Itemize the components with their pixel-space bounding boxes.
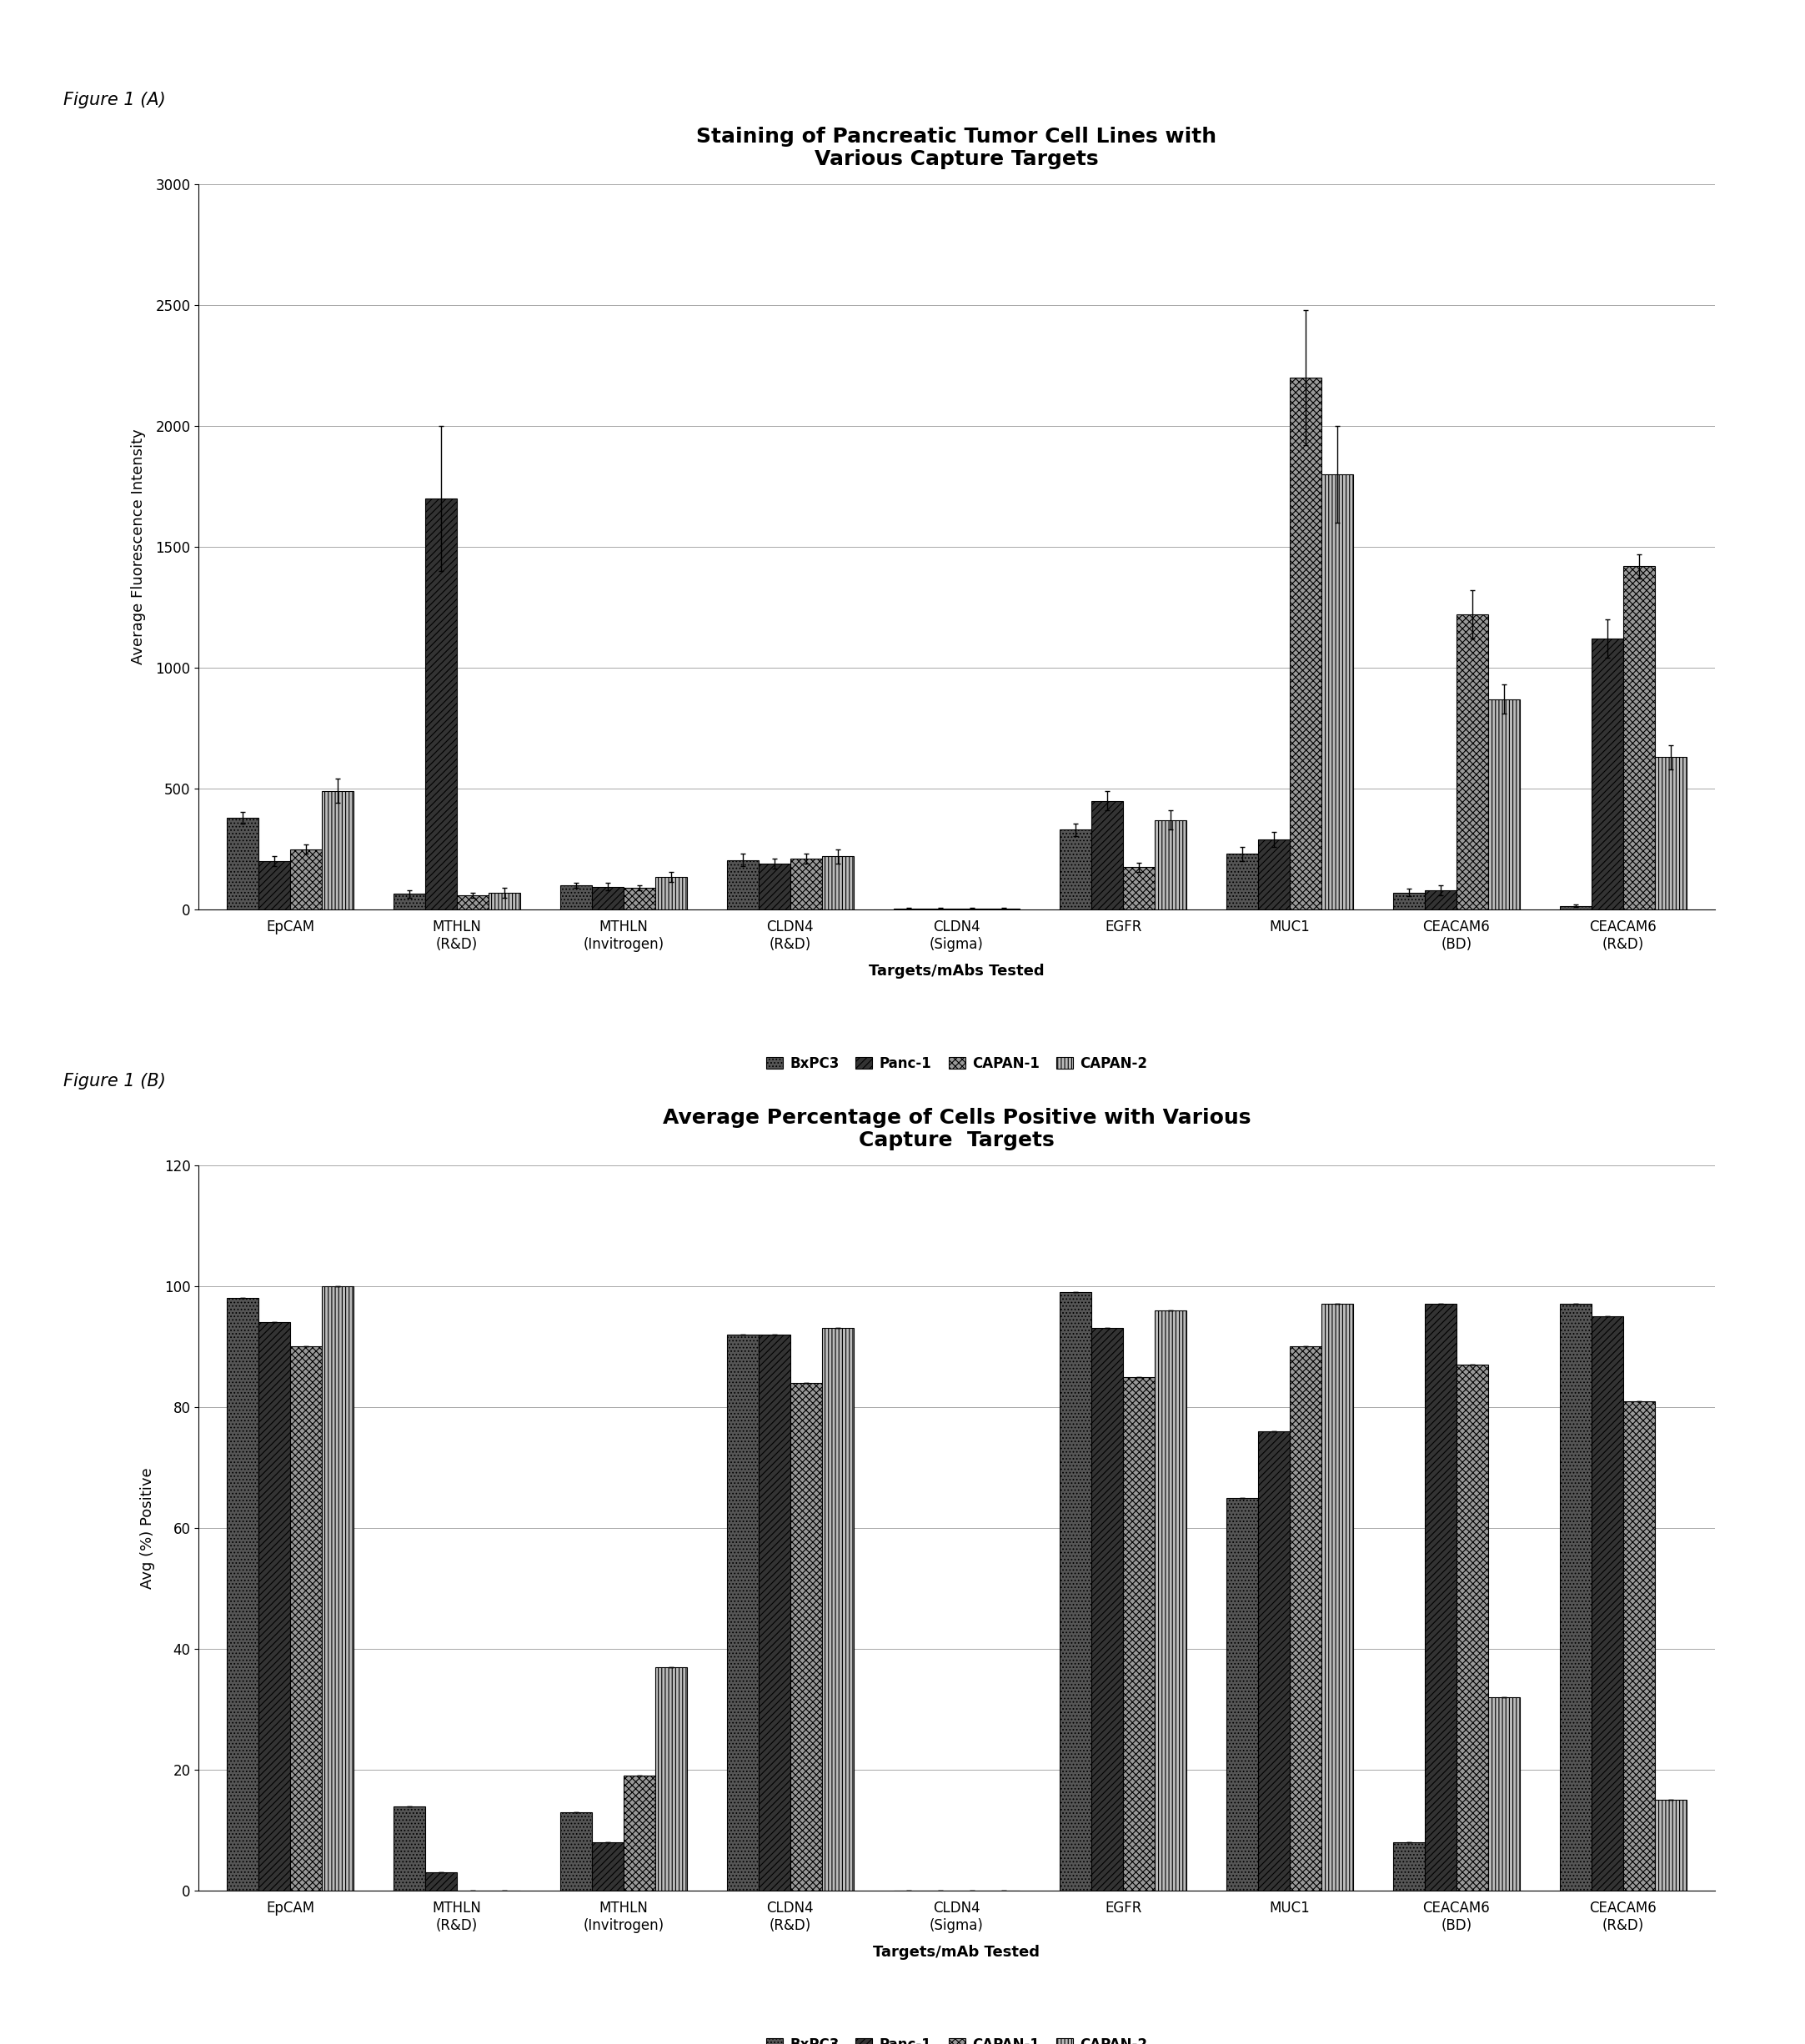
Bar bbox=[1258, 1431, 1291, 1891]
Bar bbox=[791, 858, 821, 910]
Title: Staining of Pancreatic Tumor Cell Lines with
Various Capture Targets: Staining of Pancreatic Tumor Cell Lines … bbox=[697, 127, 1217, 170]
Bar bbox=[1424, 1304, 1457, 1891]
Title: Average Percentage of Cells Positive with Various
Capture  Targets: Average Percentage of Cells Positive wit… bbox=[662, 1108, 1251, 1151]
Bar bbox=[758, 1335, 791, 1891]
Bar bbox=[457, 895, 489, 910]
Bar bbox=[592, 887, 623, 910]
Bar bbox=[321, 791, 354, 910]
Bar bbox=[655, 1668, 686, 1891]
Bar bbox=[1457, 615, 1487, 910]
Bar bbox=[393, 893, 426, 910]
Bar bbox=[821, 1329, 854, 1891]
Bar bbox=[758, 865, 791, 910]
Bar bbox=[258, 861, 291, 910]
Bar bbox=[426, 499, 457, 910]
Bar bbox=[393, 1807, 426, 1891]
Bar bbox=[560, 1813, 592, 1891]
Bar bbox=[655, 877, 686, 910]
Bar bbox=[1123, 1378, 1155, 1891]
Bar bbox=[1155, 1310, 1186, 1891]
Bar bbox=[1321, 474, 1354, 910]
Bar bbox=[1393, 893, 1424, 910]
Bar bbox=[727, 1335, 758, 1891]
Bar bbox=[623, 1776, 655, 1891]
Y-axis label: Avg (%) Positive: Avg (%) Positive bbox=[139, 1468, 155, 1588]
Bar bbox=[227, 818, 258, 910]
Bar bbox=[1227, 854, 1258, 910]
Bar bbox=[1060, 830, 1092, 910]
Text: Figure 1 (B): Figure 1 (B) bbox=[63, 1073, 166, 1089]
Bar bbox=[1092, 801, 1123, 910]
Bar bbox=[291, 848, 321, 910]
Bar bbox=[1291, 378, 1321, 910]
Bar bbox=[1487, 699, 1520, 910]
Text: Figure 1 (A): Figure 1 (A) bbox=[63, 92, 166, 108]
Bar bbox=[1321, 1304, 1354, 1891]
Bar bbox=[1487, 1697, 1520, 1891]
X-axis label: Targets/mAbs Tested: Targets/mAbs Tested bbox=[868, 963, 1045, 979]
Bar bbox=[1655, 1801, 1686, 1891]
Bar bbox=[426, 1872, 457, 1891]
Bar bbox=[258, 1322, 291, 1891]
Bar bbox=[623, 887, 655, 910]
Bar bbox=[1457, 1365, 1487, 1891]
Bar bbox=[727, 861, 758, 910]
Bar bbox=[1592, 1316, 1623, 1891]
X-axis label: Targets/mAb Tested: Targets/mAb Tested bbox=[874, 1944, 1040, 1960]
Bar bbox=[1424, 891, 1457, 910]
Bar bbox=[1592, 638, 1623, 910]
Bar bbox=[1123, 867, 1155, 910]
Bar bbox=[1291, 1347, 1321, 1891]
Bar bbox=[1623, 566, 1655, 910]
Bar bbox=[321, 1286, 354, 1891]
Bar bbox=[791, 1384, 821, 1891]
Bar bbox=[592, 1842, 623, 1891]
Bar bbox=[1258, 840, 1291, 910]
Bar bbox=[227, 1298, 258, 1891]
Bar bbox=[821, 856, 854, 910]
Bar bbox=[1393, 1842, 1424, 1891]
Bar bbox=[291, 1347, 321, 1891]
Bar bbox=[1092, 1329, 1123, 1891]
Bar bbox=[1155, 820, 1186, 910]
Bar bbox=[1060, 1292, 1092, 1891]
Y-axis label: Average Fluorescence Intensity: Average Fluorescence Intensity bbox=[132, 429, 146, 664]
Bar bbox=[560, 885, 592, 910]
Bar bbox=[1623, 1400, 1655, 1891]
Bar bbox=[489, 893, 520, 910]
Bar bbox=[1560, 905, 1592, 910]
Bar bbox=[1560, 1304, 1592, 1891]
Legend: BxPC3, Panc-1, CAPAN-1, CAPAN-2: BxPC3, Panc-1, CAPAN-1, CAPAN-2 bbox=[760, 2032, 1153, 2044]
Bar bbox=[1655, 756, 1686, 910]
Legend: BxPC3, Panc-1, CAPAN-1, CAPAN-2: BxPC3, Panc-1, CAPAN-1, CAPAN-2 bbox=[760, 1051, 1153, 1077]
Bar bbox=[1227, 1498, 1258, 1891]
